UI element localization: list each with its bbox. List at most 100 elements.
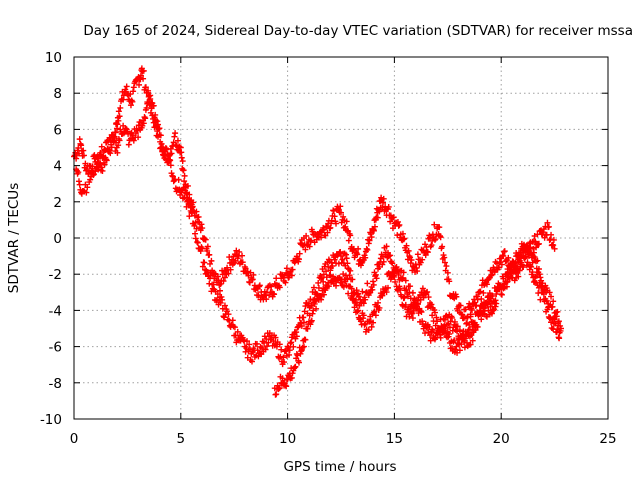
data-point <box>175 176 182 183</box>
data-point <box>183 203 190 210</box>
data-point <box>437 334 444 341</box>
data-point <box>125 141 132 148</box>
data-point <box>216 287 223 294</box>
data-point <box>134 127 141 134</box>
data-point <box>338 209 344 216</box>
data-point <box>142 115 149 122</box>
data-point <box>504 278 511 285</box>
data-point <box>276 284 283 291</box>
data-point <box>115 142 122 149</box>
data-point <box>328 217 335 224</box>
data-point <box>498 291 505 298</box>
data-point <box>174 137 181 144</box>
data-point <box>533 272 540 279</box>
data-point <box>342 223 349 230</box>
data-point <box>368 234 375 241</box>
data-point <box>75 144 82 151</box>
data-point <box>340 213 347 220</box>
data-point <box>207 272 214 279</box>
data-point <box>102 147 109 154</box>
data-point <box>486 290 493 297</box>
data-point <box>339 256 346 263</box>
y-tick-label: 4 <box>53 159 62 175</box>
data-point <box>333 282 340 289</box>
data-point <box>379 204 386 211</box>
data-point <box>517 259 524 266</box>
data-point <box>366 237 373 244</box>
data-point <box>550 236 557 243</box>
data-point <box>451 337 458 344</box>
data-point <box>370 281 377 288</box>
data-point <box>414 268 421 275</box>
data-point <box>536 279 543 286</box>
data-point <box>76 181 83 188</box>
data-point <box>202 236 209 243</box>
data-point <box>488 272 495 279</box>
x-tick-label: 25 <box>599 431 616 447</box>
data-point <box>387 218 394 225</box>
data-point <box>445 333 452 340</box>
data-point <box>286 351 293 358</box>
data-point <box>280 354 287 361</box>
data-point <box>535 240 542 247</box>
data-point <box>409 289 416 296</box>
data-point <box>456 347 463 354</box>
data-point <box>367 230 374 237</box>
data-point <box>239 252 246 259</box>
data-point <box>271 291 278 298</box>
data-point <box>357 318 364 325</box>
data-point <box>217 299 224 306</box>
data-point <box>342 251 349 258</box>
data-point <box>204 247 211 254</box>
data-point <box>244 338 251 345</box>
data-point <box>130 137 137 144</box>
data-point <box>268 283 275 290</box>
data-point <box>181 172 188 179</box>
data-point <box>535 265 542 272</box>
data-point <box>290 343 297 350</box>
data-point <box>152 117 159 124</box>
data-point <box>199 225 206 232</box>
data-point <box>547 236 554 243</box>
data-point <box>372 271 379 278</box>
data-point <box>313 305 320 312</box>
data-point <box>403 242 410 249</box>
data-point <box>365 327 372 334</box>
data-point <box>467 313 474 320</box>
data-point <box>265 339 272 346</box>
data-point <box>554 308 561 315</box>
data-point <box>350 246 357 253</box>
data-point <box>382 286 389 293</box>
data-point <box>184 197 191 204</box>
data-point <box>353 301 360 308</box>
data-point <box>423 289 430 296</box>
data-point <box>293 329 300 336</box>
data-point <box>353 250 360 257</box>
y-tick-label: 8 <box>53 86 62 102</box>
data-point <box>80 147 87 154</box>
data-point <box>184 182 191 189</box>
data-point <box>376 304 383 311</box>
data-point <box>492 297 499 304</box>
data-point <box>116 137 123 144</box>
data-point <box>225 270 232 277</box>
data-point <box>287 340 294 347</box>
data-point <box>250 271 257 278</box>
data-point <box>451 318 458 325</box>
data-point <box>414 251 421 258</box>
data-point <box>169 172 176 179</box>
data-point <box>550 298 557 305</box>
data-point <box>383 289 390 296</box>
data-point <box>531 254 538 261</box>
data-point <box>229 256 236 263</box>
data-point <box>155 125 162 132</box>
data-point <box>80 152 87 159</box>
data-point <box>505 254 512 261</box>
data-point <box>461 344 468 351</box>
data-point <box>436 224 443 231</box>
data-point <box>441 254 448 261</box>
data-point <box>225 311 232 318</box>
data-point <box>263 343 270 350</box>
data-point <box>428 301 435 308</box>
y-tick-label: -4 <box>49 303 62 319</box>
